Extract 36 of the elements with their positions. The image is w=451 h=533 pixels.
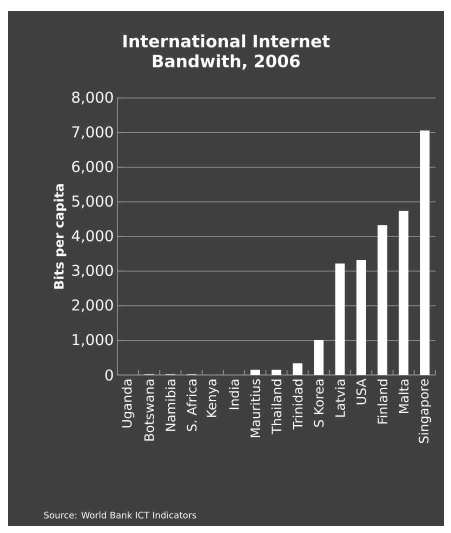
y-tick-label: 3,000	[72, 264, 113, 278]
y-tick-label: 6,000	[72, 160, 113, 174]
bar	[272, 370, 282, 376]
y-axis-title: Bits per capita	[54, 184, 66, 289]
x-tick-label: Latvia	[334, 380, 346, 417]
y-tick-label: 8,000	[72, 92, 113, 104]
x-tick-label: Namibia	[165, 380, 176, 431]
x-tick-label: Botswana	[144, 380, 154, 441]
x-tick-label: Thailand	[271, 380, 282, 434]
x-tick-label: Finland	[377, 380, 388, 424]
x-tick-label: India	[228, 380, 240, 410]
x-tick-label: S. Africa	[186, 380, 197, 432]
y-tick-label: 7,000	[72, 126, 113, 140]
x-tick-label: Malta	[398, 380, 409, 413]
bar	[314, 340, 324, 376]
bar	[420, 130, 430, 376]
bar	[335, 264, 345, 376]
bar	[250, 370, 260, 376]
bar	[378, 225, 388, 376]
x-tick-label: Kenya	[206, 380, 219, 417]
y-tick-label: 0	[105, 369, 113, 381]
bar	[356, 260, 366, 376]
y-tick-label: 5,000	[72, 195, 113, 208]
x-tick-label: Mauritius	[250, 379, 260, 438]
source-note: Source: World Bank ICT Indicators	[44, 512, 196, 518]
x-tick-label: Uganda	[122, 380, 134, 428]
bar	[398, 210, 408, 376]
y-tick-label: 2,000	[72, 299, 113, 312]
bar	[292, 363, 302, 376]
chart-title: International Internet Bandwith, 2006	[123, 34, 330, 70]
x-tick-label: Singapore	[418, 379, 432, 444]
x-tick-label: S Korea	[314, 380, 324, 427]
y-tick-label: 4,000	[72, 230, 113, 243]
x-tick-label: USA	[356, 378, 366, 404]
x-tick-label: Trinidad	[292, 380, 303, 430]
y-tick-label: 1,000	[72, 334, 113, 347]
